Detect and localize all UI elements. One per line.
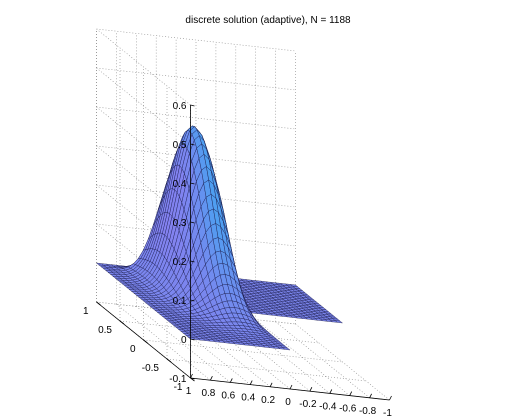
x-tick-label: 0 <box>285 397 291 408</box>
z-tick <box>190 299 195 302</box>
x-tick-labels: 1 0.8 0.6 0.4 0.2 0 -0.2 -0.4 -0.6 -0.8 -1 <box>186 386 393 416</box>
y-tick <box>143 339 148 344</box>
x-tick <box>329 389 333 394</box>
grid-line <box>96 223 296 247</box>
surface-cell <box>334 320 344 324</box>
grid-line <box>96 28 296 52</box>
grid-line <box>166 358 367 382</box>
x-tick <box>210 376 213 381</box>
x-tick-label: -0.2 <box>299 399 317 410</box>
x-tick-label: 0.8 <box>201 388 215 399</box>
z-tick-label: 0.5 <box>173 140 187 151</box>
x-tick-label: 0.2 <box>261 395 275 406</box>
grid-line <box>275 321 370 399</box>
x-tick-label: 0.6 <box>221 390 235 401</box>
grid-line <box>96 28 191 106</box>
grid-line <box>119 320 320 344</box>
grid-line <box>295 323 390 401</box>
z-tick <box>190 104 195 107</box>
z-tick <box>190 221 195 224</box>
x-tick-label: 1 <box>186 386 192 397</box>
z-tick-label: 0.1 <box>173 296 187 307</box>
x-tick-label: -0.4 <box>319 401 337 412</box>
grid-line <box>96 301 296 325</box>
z-tick-labels: -0.1 0 0.1 0.2 0.3 0.4 0.5 0.6 <box>169 101 187 385</box>
x-tick <box>269 382 273 387</box>
y-tick-label: -1 <box>174 382 183 393</box>
y-tick-label: -0.5 <box>142 363 160 374</box>
y-tick-label: 1 <box>83 306 89 317</box>
z-tick-label: -0.1 <box>169 374 187 385</box>
z-tick-label: 0.6 <box>173 101 187 112</box>
z-tick <box>190 338 195 341</box>
y-tick <box>119 320 125 325</box>
y-tick-label: 0 <box>130 344 136 355</box>
grid-line <box>136 306 231 383</box>
y-tick <box>166 358 172 363</box>
grid-line <box>235 317 330 394</box>
surface-mesh <box>95 125 344 351</box>
grid-line <box>116 303 211 381</box>
y-tick-label: 0.5 <box>98 325 112 336</box>
z-tick <box>190 182 195 185</box>
x-tick <box>249 380 253 385</box>
grid-line <box>255 319 350 396</box>
grid-line <box>96 67 296 91</box>
z-tick-label: 0.4 <box>173 179 187 190</box>
x-tick-label: -0.6 <box>339 404 357 415</box>
y-tick <box>96 301 101 306</box>
grid-line <box>175 310 271 388</box>
x-tick <box>309 387 313 392</box>
x-tick <box>289 384 293 390</box>
z-tick <box>190 143 195 146</box>
z-tick-label: 0 <box>181 335 187 346</box>
grid-line <box>96 106 296 130</box>
x-tick-label: -1 <box>383 408 392 416</box>
z-tick <box>190 260 195 263</box>
chart-title: discrete solution (adaptive), N = 1188 <box>185 15 351 26</box>
y-tick-labels: -1 -0.5 0 0.5 1 <box>83 306 183 393</box>
y-tick <box>190 377 195 382</box>
x-tick <box>349 391 353 396</box>
x-tick <box>369 393 372 398</box>
grid-line <box>96 184 296 208</box>
axes <box>96 104 392 401</box>
grid-line <box>215 314 311 392</box>
x-tick-label: 0.4 <box>241 393 255 404</box>
x-tick <box>190 373 193 379</box>
grid-line <box>96 145 296 169</box>
x-tick <box>389 395 392 401</box>
grid-line <box>156 308 251 385</box>
surface-cell <box>281 347 291 351</box>
grid-line <box>143 339 343 363</box>
x-tick-label: -0.8 <box>359 406 377 416</box>
z-tick-label: 0.2 <box>173 257 187 268</box>
x-tick <box>229 378 233 383</box>
grid-line <box>195 312 291 390</box>
z-tick-label: 0.3 <box>173 218 187 229</box>
